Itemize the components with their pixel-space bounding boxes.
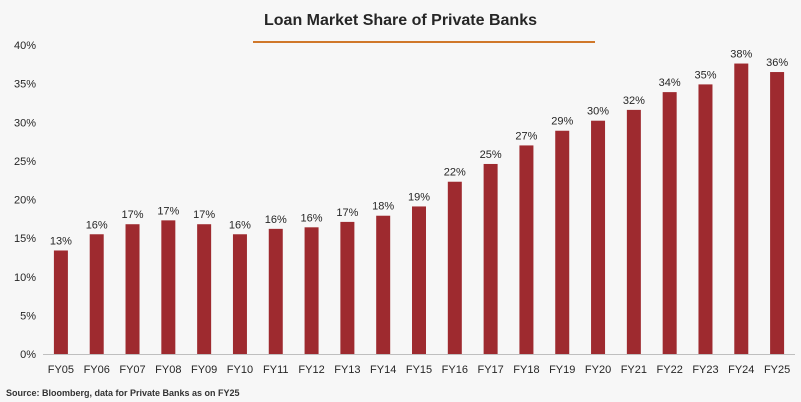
bar xyxy=(376,215,391,354)
data-label: 17% xyxy=(122,209,144,221)
data-label: 25% xyxy=(480,149,502,161)
data-label: 13% xyxy=(50,235,72,247)
x-tick-label: FY16 xyxy=(442,364,468,376)
data-label: 17% xyxy=(157,205,179,217)
data-label: 19% xyxy=(408,191,430,203)
bar xyxy=(483,163,498,354)
bar xyxy=(591,120,606,354)
x-tick-label: FY18 xyxy=(513,364,539,376)
y-tick-label: 5% xyxy=(20,310,36,322)
bar xyxy=(662,92,677,354)
bar xyxy=(53,250,68,354)
data-label: 16% xyxy=(301,212,323,224)
data-label: 22% xyxy=(444,167,466,179)
x-tick-label: FY19 xyxy=(549,364,575,376)
data-label: 34% xyxy=(659,77,681,89)
x-tick-label: FY05 xyxy=(48,364,74,376)
bar xyxy=(268,228,283,354)
data-label: 27% xyxy=(515,130,537,142)
bar xyxy=(626,109,641,354)
data-label: 18% xyxy=(372,201,394,213)
bar xyxy=(698,84,713,355)
x-tick-label: FY20 xyxy=(585,364,611,376)
y-tick-label: 10% xyxy=(14,272,36,284)
x-tick-label: FY15 xyxy=(406,364,432,376)
bar xyxy=(161,220,176,354)
x-tick-label: FY10 xyxy=(227,364,253,376)
y-tick-label: 35% xyxy=(14,79,36,91)
bar xyxy=(555,130,570,354)
x-tick-label: FY22 xyxy=(657,364,683,376)
bar xyxy=(519,145,534,354)
x-tick-label: FY12 xyxy=(298,364,324,376)
x-tick-label: FY24 xyxy=(728,364,754,376)
data-label: 30% xyxy=(587,106,609,118)
y-tick-label: 30% xyxy=(14,117,36,129)
data-label: 17% xyxy=(193,209,215,221)
bar xyxy=(125,224,140,354)
y-tick-label: 15% xyxy=(14,233,36,245)
x-tick-label: FY21 xyxy=(621,364,647,376)
x-tick-label: FY23 xyxy=(692,364,718,376)
x-tick-label: FY11 xyxy=(263,364,288,376)
data-label: 16% xyxy=(229,219,251,231)
y-tick-label: 20% xyxy=(14,195,36,207)
bar xyxy=(340,221,355,354)
bar xyxy=(232,234,247,354)
data-label: 17% xyxy=(336,207,358,219)
chart-title: Loan Market Share of Private Banks xyxy=(264,12,537,29)
bar xyxy=(412,206,426,354)
bar xyxy=(770,72,785,354)
x-tick-label: FY14 xyxy=(370,364,396,376)
x-tick-label: FY06 xyxy=(84,364,110,376)
bar xyxy=(197,224,212,354)
x-tick-label: FY09 xyxy=(191,364,217,376)
title-underline xyxy=(253,41,595,43)
x-tick-label: FY13 xyxy=(334,364,360,376)
y-tick-label: 40% xyxy=(14,40,36,52)
data-label: 38% xyxy=(730,49,752,61)
data-label: 36% xyxy=(766,57,788,69)
x-tick-label: FY25 xyxy=(764,364,790,376)
bar xyxy=(304,227,319,354)
data-label: 32% xyxy=(623,95,645,107)
y-tick-label: 25% xyxy=(14,156,36,168)
x-tick-label: FY08 xyxy=(155,364,181,376)
bar xyxy=(734,63,749,354)
data-label: 35% xyxy=(694,69,716,81)
data-label: 16% xyxy=(265,214,287,226)
data-label: 16% xyxy=(86,219,108,231)
data-label: 29% xyxy=(551,116,573,128)
x-tick-label: FY17 xyxy=(477,364,503,376)
y-tick-label: 0% xyxy=(20,349,36,361)
bar xyxy=(89,234,104,354)
bar xyxy=(447,181,462,354)
source-note: Source: Bloomberg, data for Private Bank… xyxy=(6,388,240,398)
x-tick-label: FY07 xyxy=(119,364,145,376)
